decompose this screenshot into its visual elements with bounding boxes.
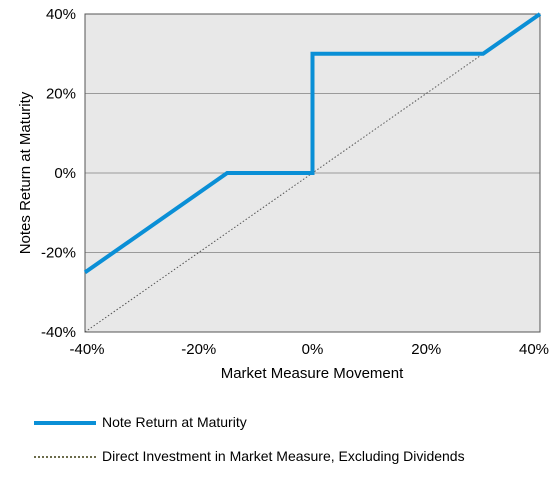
x-tick-labels: -40% -20% 0% 20% 40% <box>69 341 549 358</box>
y-tick-label: 20% <box>46 86 76 103</box>
x-tick-label: -40% <box>69 341 104 358</box>
y-tick-label: -40% <box>41 324 76 341</box>
legend-label-note-return: Note Return at Maturity <box>102 414 247 430</box>
y-tick-labels: 40% 20% 0% -20% -40% <box>41 6 76 341</box>
chart: 40% 20% 0% -20% -40% -40% -20% 0% 20% 40% Market… <box>17 6 549 382</box>
x-tick-label: 20% <box>411 341 441 358</box>
y-axis-title: Notes Return at Maturity <box>17 91 34 254</box>
legend-swatch-dotted <box>34 456 96 458</box>
series-note-return <box>83 12 542 275</box>
plot-border <box>84 13 541 333</box>
x-tick-label: 0% <box>302 341 324 358</box>
y-tick-label: 40% <box>46 6 76 23</box>
x-tick-label: -20% <box>181 341 216 358</box>
y-tick-label: -20% <box>41 245 76 262</box>
x-axis-title: Market Measure Movement <box>221 365 404 382</box>
legend-label-direct-investment: Direct Investment in Market Measure, Exc… <box>102 448 465 464</box>
x-tick-label: 40% <box>519 341 549 358</box>
y-tick-label: 0% <box>54 165 76 182</box>
legend-swatch-solid <box>34 421 96 425</box>
